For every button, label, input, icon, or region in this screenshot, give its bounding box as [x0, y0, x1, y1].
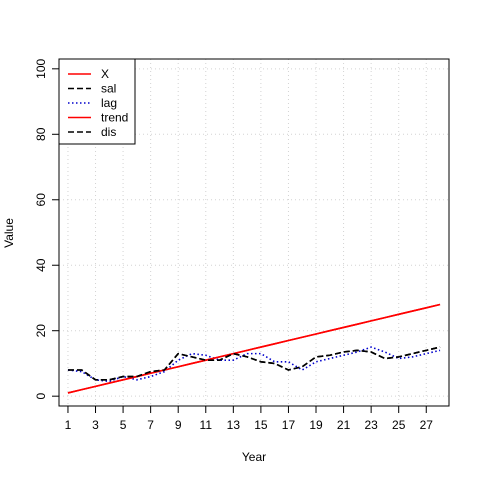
series-line-sal: [67, 346, 441, 381]
series-line-trend: [67, 303, 441, 394]
legend-box: [58, 58, 136, 145]
x-tick-label: 5: [120, 418, 127, 432]
x-tick-label: 11: [200, 418, 213, 432]
plot-frame: [58, 58, 450, 407]
y-tick-label: 80: [34, 127, 48, 141]
x-tick-label: 23: [364, 418, 378, 432]
x-axis: Year 1 3 5 7 9 11 13 15 17 19 21 23 25 27: [65, 406, 434, 464]
y-tick-label: 100: [34, 58, 48, 78]
x-tick-label: 3: [92, 418, 99, 432]
y-tick-label: 40: [34, 258, 48, 272]
x-axis-title: Year: [242, 450, 266, 464]
x-tick-label: 13: [227, 418, 241, 432]
x-tick-label: 1: [65, 418, 72, 432]
legend-label-lag: lag: [101, 96, 117, 110]
series-line-dis: [67, 346, 441, 381]
legend-label-trend: trend: [101, 111, 128, 125]
x-tick-label: 7: [147, 418, 154, 432]
x-tick-label: 19: [309, 418, 323, 432]
x-tick-label: 27: [420, 418, 434, 432]
y-tick-label: 60: [34, 193, 48, 207]
y-tick-label: 0: [34, 393, 48, 400]
y-axis: Value 0 20 40 60 80 100: [2, 58, 59, 400]
y-axis-title: Value: [2, 218, 16, 248]
x-tick-label: 21: [337, 418, 351, 432]
series-lines: [67, 303, 441, 394]
legend-label-sal: sal: [101, 82, 116, 96]
x-tick-label: 15: [254, 418, 268, 432]
legend-label-X: X: [101, 67, 109, 81]
x-tick-label: 17: [282, 418, 296, 432]
x-tick-label: 9: [175, 418, 182, 432]
y-tick-label: 20: [34, 324, 48, 338]
legend-label-dis: dis: [101, 125, 116, 139]
x-tick-label: 25: [392, 418, 406, 432]
